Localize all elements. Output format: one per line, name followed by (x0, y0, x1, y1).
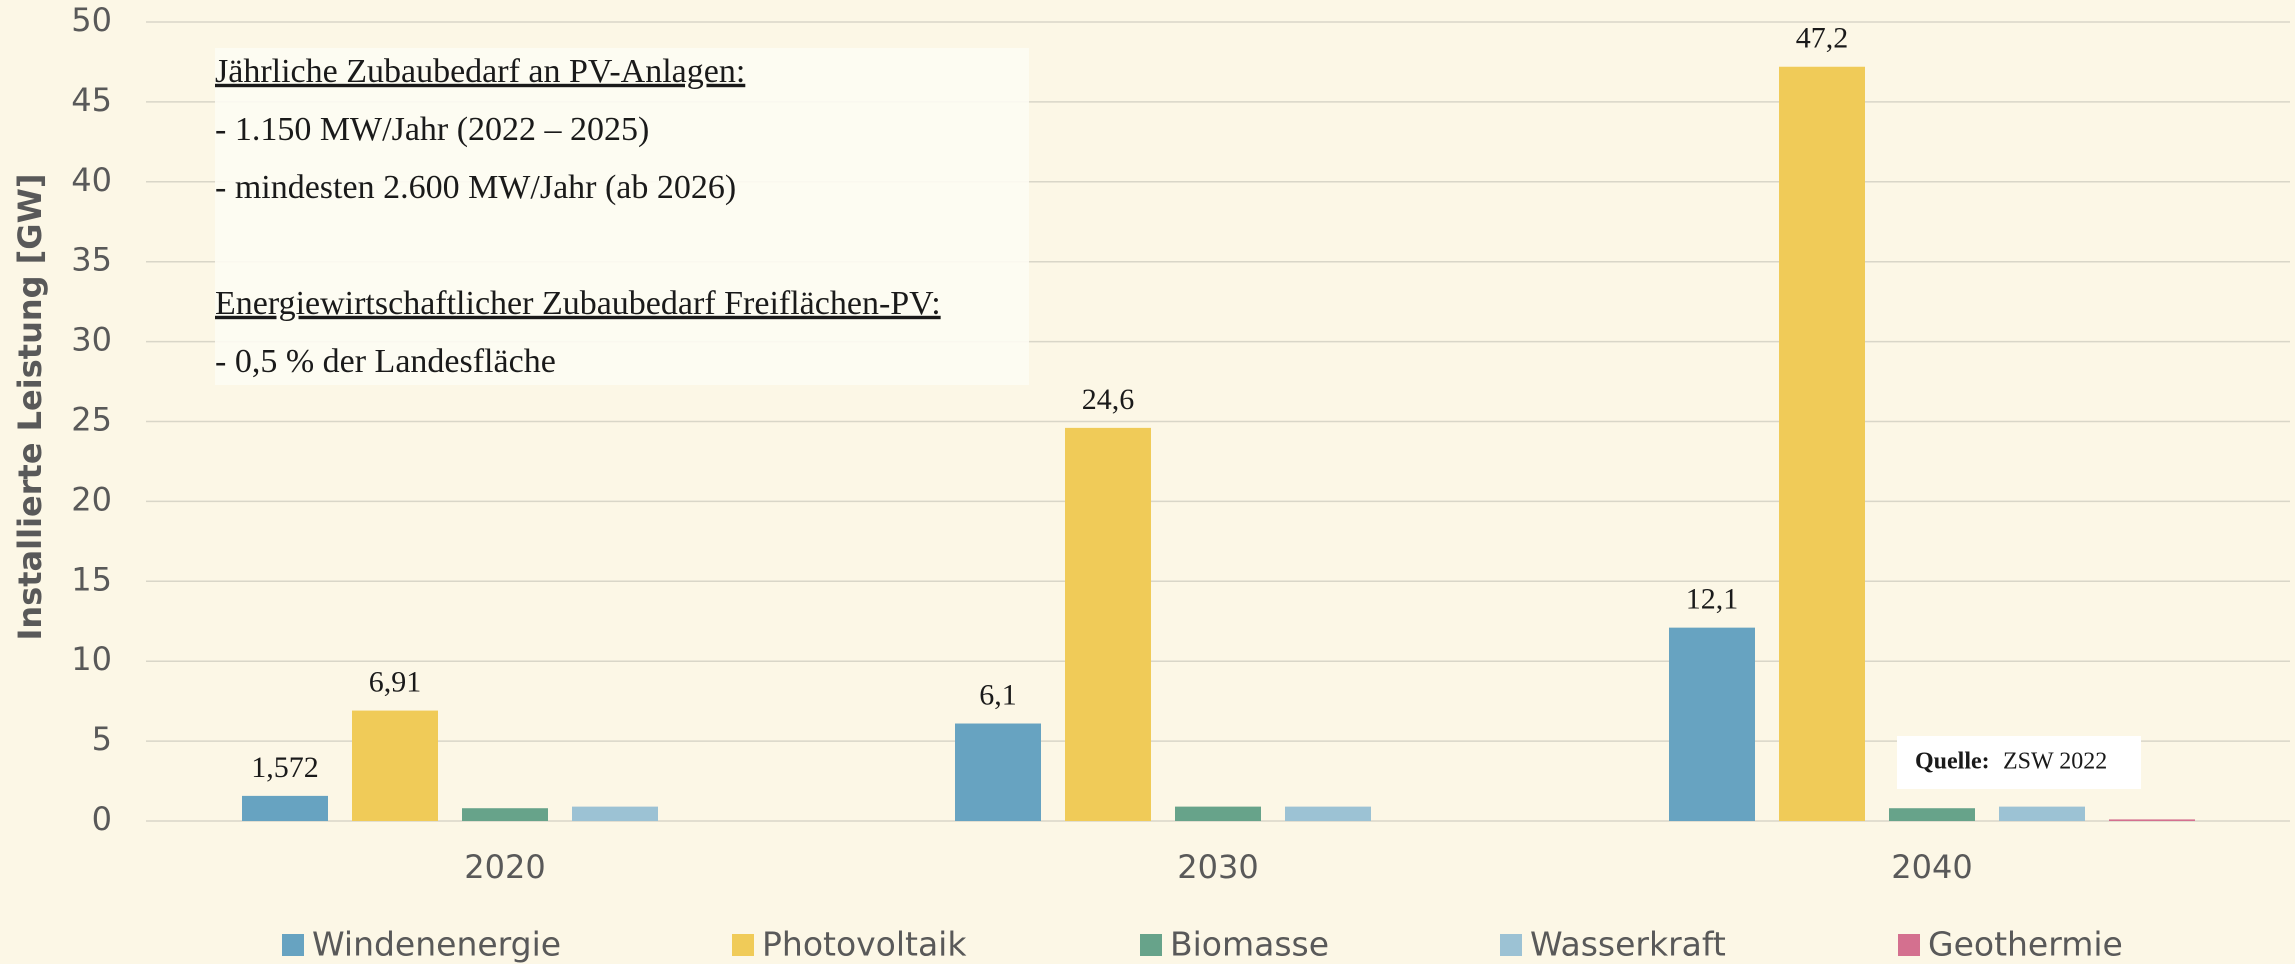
bar (242, 795, 328, 821)
bar (1999, 806, 2085, 821)
bar (462, 808, 548, 821)
legend-label: Photovoltaik (762, 925, 967, 964)
y-tick-label: 0 (92, 800, 112, 838)
bar (1779, 66, 1865, 821)
source-box (1897, 736, 2141, 789)
legend-label: Geothermie (1928, 925, 2123, 964)
legend-swatch (732, 934, 754, 956)
data-label: 1,572 (251, 751, 319, 784)
legend-label: Windenenergie (312, 925, 561, 964)
bar (2109, 819, 2195, 821)
y-tick-label: 40 (71, 161, 112, 199)
legend-swatch (1898, 934, 1920, 956)
source-text: ZSW 2022 (2003, 749, 2107, 775)
bar (572, 806, 658, 821)
legend-swatch (1500, 934, 1522, 956)
x-tick-label: 2030 (1177, 848, 1258, 886)
bar (1285, 806, 1371, 821)
bar (1889, 808, 1975, 821)
legend-label: Biomasse (1170, 925, 1329, 964)
annotation-box (215, 48, 1029, 385)
x-tick-label: 2020 (464, 848, 545, 886)
source-label: Quelle: (1915, 749, 1990, 775)
data-label: 12,1 (1686, 583, 1739, 616)
bar (352, 710, 438, 821)
y-tick-label: 10 (71, 640, 112, 678)
y-tick-label: 50 (71, 1, 112, 39)
legend-label: Wasserkraft (1530, 925, 1726, 964)
bar (955, 723, 1041, 821)
bar (1175, 806, 1261, 821)
y-tick-label: 45 (71, 81, 112, 119)
legend-swatch (282, 934, 304, 956)
legend-swatch (1140, 934, 1162, 956)
y-tick-label: 35 (71, 241, 112, 279)
y-axis-title: Installierte Leistung [GW] (11, 174, 49, 641)
bar (1065, 427, 1151, 821)
annotation-line: - 0,5 % der Landesfläche (215, 343, 556, 380)
data-label: 6,1 (979, 678, 1017, 711)
y-tick-label: 15 (71, 560, 112, 598)
y-tick-label: 20 (71, 480, 112, 518)
y-tick-label: 30 (71, 321, 112, 359)
data-label: 47,2 (1796, 22, 1849, 55)
y-tick-label: 5 (92, 720, 112, 758)
annotation-line: - 1.150 MW/Jahr (2022 – 2025) (215, 111, 649, 148)
annotation-heading: Jährliche Zubaubedarf an PV-Anlagen: (215, 53, 745, 90)
bars (242, 66, 2195, 821)
data-label: 6,91 (369, 665, 422, 698)
y-tick-label: 25 (71, 401, 112, 439)
annotation-heading: Energiewirtschaftlicher Zubaubedarf Frei… (215, 285, 941, 322)
data-label: 24,6 (1082, 383, 1135, 416)
x-tick-label: 2040 (1891, 848, 1972, 886)
bar (1669, 627, 1755, 821)
annotation-line: - mindesten 2.600 MW/Jahr (ab 2026) (215, 169, 736, 206)
